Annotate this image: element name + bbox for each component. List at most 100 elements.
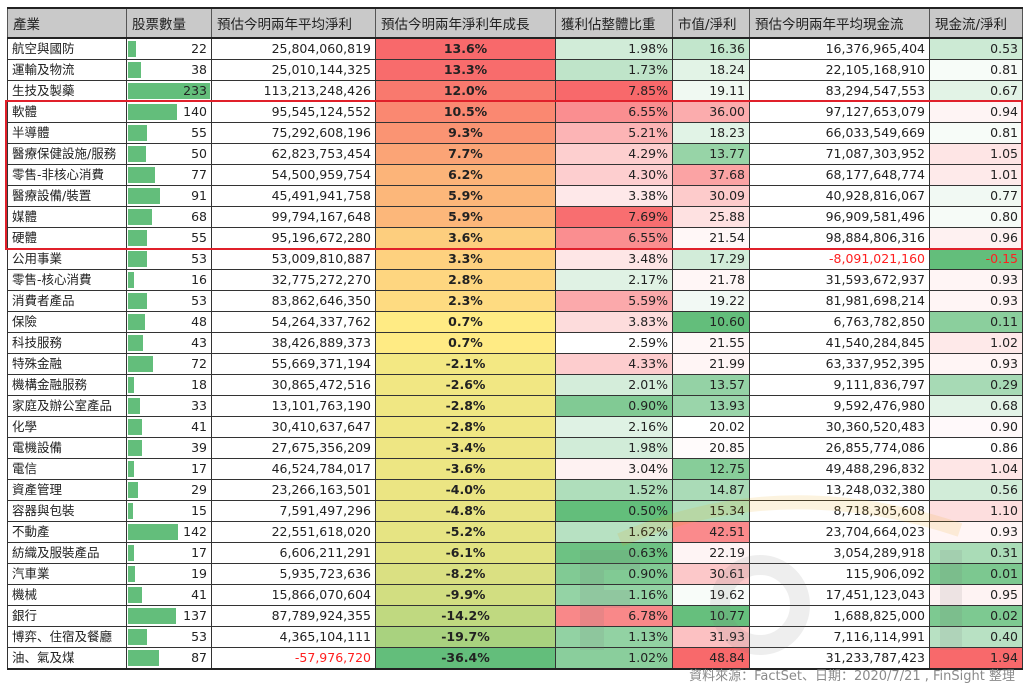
stock-count-cell: 87	[126, 647, 212, 670]
stock-count-databar	[128, 83, 210, 99]
avg-cash-flow: 97,127,653,079	[749, 101, 930, 123]
pe-ratio: 30.09	[672, 185, 750, 207]
net-income-growth: 3.3%	[375, 248, 556, 270]
stock-count: 22	[191, 41, 207, 56]
cashflow-to-net-income: 0.29	[929, 374, 1023, 396]
avg-net-income: -57,976,720	[211, 647, 376, 670]
profit-weight: 1.73%	[555, 59, 673, 81]
net-income-growth: -2.8%	[375, 416, 556, 438]
avg-cash-flow: 7,116,114,991	[749, 626, 930, 648]
stock-count-cell: 17	[126, 458, 212, 480]
stock-count-cell: 19	[126, 563, 212, 585]
avg-cash-flow: 40,928,816,067	[749, 185, 930, 207]
column-header-stock-count[interactable]: 股票數量	[126, 7, 212, 39]
profit-weight: 3.38%	[555, 185, 673, 207]
stock-count: 18	[191, 377, 207, 392]
profit-weight: 0.90%	[555, 563, 673, 585]
avg-cash-flow: 9,111,836,797	[749, 374, 930, 396]
stock-count: 48	[191, 314, 207, 329]
stock-count: 39	[191, 440, 207, 455]
column-header-industry[interactable]: 產業	[7, 7, 127, 39]
avg-net-income: 54,500,959,754	[211, 164, 376, 186]
stock-count-databar	[128, 587, 143, 603]
avg-cash-flow: 1,688,825,000	[749, 605, 930, 627]
avg-cash-flow: 31,593,672,937	[749, 269, 930, 291]
stock-count: 16	[191, 272, 207, 287]
profit-weight: 3.04%	[555, 458, 673, 480]
pe-ratio: 36.00	[672, 101, 750, 123]
profit-weight: 0.50%	[555, 500, 673, 522]
stock-count-cell: 53	[126, 290, 212, 312]
table-row: 電機設備 39 27,675,356,209 -3.4% 1.98% 20.85 26,85…	[7, 437, 1023, 459]
profit-weight: 1.52%	[555, 479, 673, 501]
industry-name: 特殊金融	[7, 353, 127, 375]
net-income-growth: 5.9%	[375, 206, 556, 228]
column-header-cashflow-to-net-income[interactable]: 現金流/淨利	[929, 7, 1023, 39]
column-header-profit-weight[interactable]: 獲利佔整體比重	[555, 7, 673, 39]
table-row: 運輸及物流 38 25,010,144,325 13.3% 1.73% 18.24 22,1…	[7, 59, 1023, 81]
net-income-growth: 13.3%	[375, 59, 556, 81]
stock-count: 68	[191, 209, 207, 224]
industry-name: 保險	[7, 311, 127, 333]
industry-name: 科技服務	[7, 332, 127, 354]
table-row: 軟體 140 95,545,124,552 10.5% 6.55% 36.00 97,127…	[7, 101, 1023, 123]
stock-count: 41	[191, 587, 207, 602]
profit-weight: 7.85%	[555, 80, 673, 102]
profit-weight: 3.48%	[555, 248, 673, 270]
pe-ratio: 21.54	[672, 227, 750, 249]
profit-weight: 5.59%	[555, 290, 673, 312]
table-row: 油、氣及煤 87 -57,976,720 -36.4% 1.02% 48.84 31,233…	[7, 647, 1023, 670]
profit-weight: 1.98%	[555, 437, 673, 459]
table-row: 半導體 55 75,292,608,196 9.3% 5.21% 18.23 66,033,…	[7, 122, 1023, 144]
avg-net-income: 53,009,810,887	[211, 248, 376, 270]
stock-count-databar	[128, 566, 135, 582]
table-row: 紡織及服裝產品 17 6,606,211,291 -6.1% 0.63% 22.19 3,0…	[7, 542, 1023, 564]
cashflow-to-net-income: 0.96	[929, 227, 1023, 249]
column-header-net-income-growth[interactable]: 預估今明兩年淨利年成長	[375, 7, 556, 39]
pe-ratio: 25.88	[672, 206, 750, 228]
stock-count-databar	[128, 251, 147, 267]
stock-count-databar	[128, 629, 147, 645]
cashflow-to-net-income: 0.95	[929, 584, 1023, 606]
net-income-growth: -5.2%	[375, 521, 556, 543]
stock-count-databar	[128, 167, 156, 183]
net-income-growth: 7.7%	[375, 143, 556, 165]
pe-ratio: 21.78	[672, 269, 750, 291]
industry-name: 不動產	[7, 521, 127, 543]
pe-ratio: 13.57	[672, 374, 750, 396]
pe-ratio: 20.02	[672, 416, 750, 438]
avg-net-income: 32,775,272,270	[211, 269, 376, 291]
avg-net-income: 4,365,104,111	[211, 626, 376, 648]
profit-weight: 0.63%	[555, 542, 673, 564]
stock-count-cell: 77	[126, 164, 212, 186]
stock-count-databar	[128, 419, 143, 435]
net-income-growth: 2.3%	[375, 290, 556, 312]
table-row: 汽車業 19 5,935,723,636 -8.2% 0.90% 30.61 115,906…	[7, 563, 1023, 585]
industry-name: 公用事業	[7, 248, 127, 270]
stock-count-cell: 140	[126, 101, 212, 123]
column-header-avg-net-income[interactable]: 預估今明兩年平均淨利	[211, 7, 376, 39]
column-header-avg-cash-flow[interactable]: 預估今明兩年平均現金流	[749, 7, 930, 39]
avg-net-income: 30,410,637,647	[211, 416, 376, 438]
stock-count-cell: 33	[126, 395, 212, 417]
profit-weight: 4.29%	[555, 143, 673, 165]
stock-count: 53	[191, 293, 207, 308]
pe-ratio: 19.22	[672, 290, 750, 312]
stock-count: 41	[191, 419, 207, 434]
pe-ratio: 14.87	[672, 479, 750, 501]
avg-net-income: 23,266,163,501	[211, 479, 376, 501]
avg-cash-flow: 83,294,547,553	[749, 80, 930, 102]
industry-name: 半導體	[7, 122, 127, 144]
stock-count-databar	[128, 440, 142, 456]
stock-count-cell: 53	[126, 248, 212, 270]
stock-count-databar	[128, 146, 146, 162]
cashflow-to-net-income: 0.90	[929, 416, 1023, 438]
net-income-growth: 13.6%	[375, 37, 556, 60]
stock-count: 140	[183, 104, 207, 119]
table-row: 電信 17 46,524,784,017 -3.6% 3.04% 12.75 49,488,…	[7, 458, 1023, 480]
industry-name: 零售-核心消費	[7, 269, 127, 291]
stock-count-databar	[128, 272, 134, 288]
avg-net-income: 45,491,941,758	[211, 185, 376, 207]
column-header-pe-ratio[interactable]: 市值/淨利	[672, 7, 750, 39]
stock-count-databar	[128, 650, 159, 666]
